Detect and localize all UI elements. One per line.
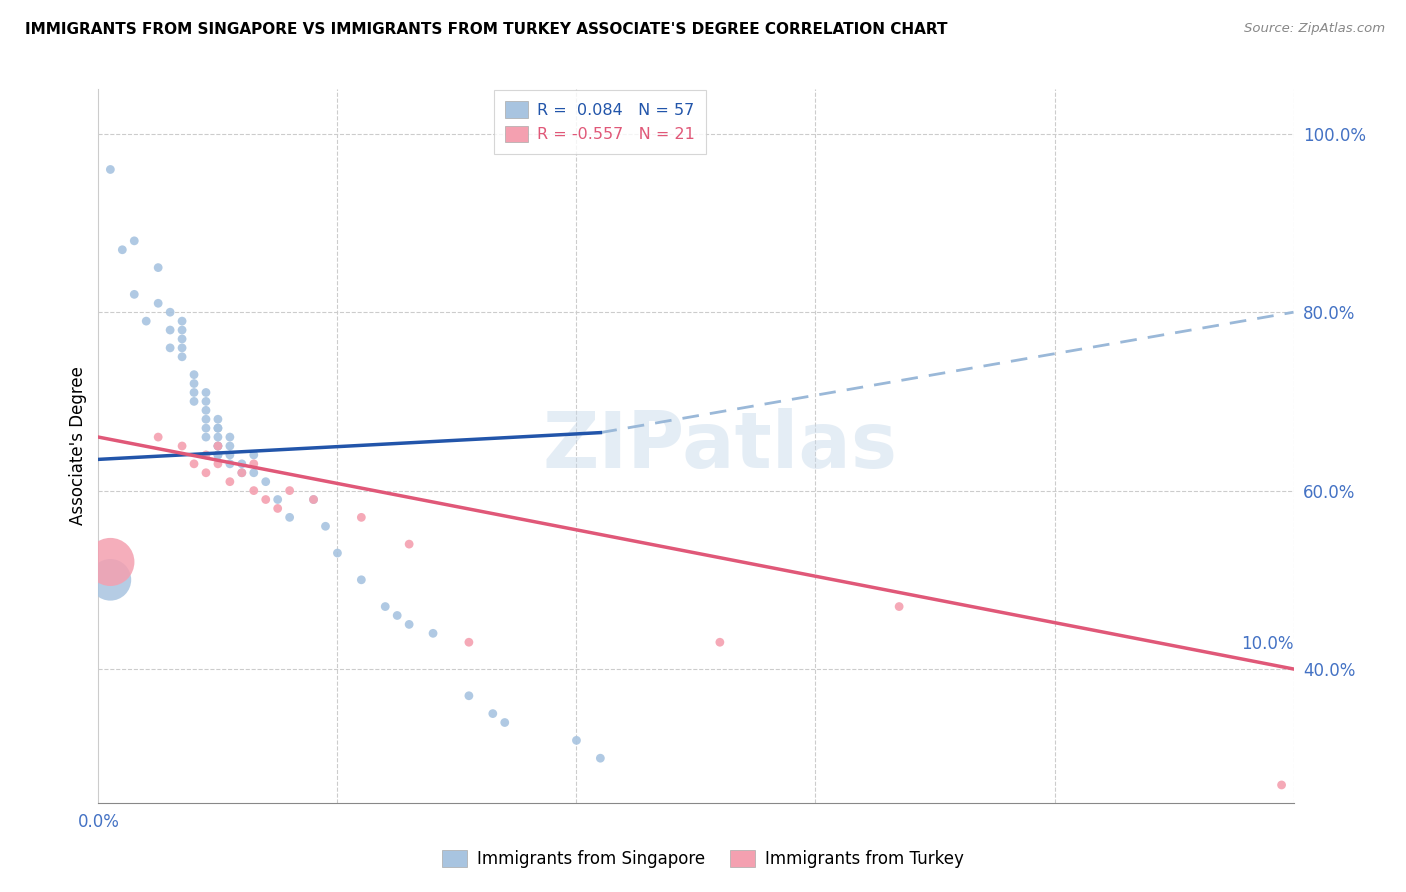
Point (207, 457, 229, 471)
Point (219, 475, 242, 489)
Text: IMMIGRANTS FROM SINGAPORE VS IMMIGRANTS FROM TURKEY ASSOCIATE'S DEGREE CORRELATI: IMMIGRANTS FROM SINGAPORE VS IMMIGRANTS … (25, 22, 948, 37)
Point (350, 510, 373, 524)
Point (254, 492, 277, 507)
Point (195, 412, 218, 426)
Point (172, 314, 194, 328)
Point (124, 234, 146, 248)
Point (207, 421, 229, 435)
Point (315, 519, 337, 533)
Point (207, 430, 229, 444)
Legend: R =  0.084   N = 57, R = -0.557   N = 21: R = 0.084 N = 57, R = -0.557 N = 21 (495, 90, 706, 153)
Point (267, 501, 290, 516)
Point (267, 492, 290, 507)
Point (207, 439, 229, 453)
Legend: Immigrants from Singapore, Immigrants from Turkey: Immigrants from Singapore, Immigrants fr… (436, 843, 970, 875)
Point (278, 483, 301, 498)
Point (148, 296, 170, 310)
Point (243, 457, 266, 471)
Point (302, 492, 325, 507)
Point (135, 314, 157, 328)
Point (195, 385, 218, 400)
Point (207, 439, 229, 453)
Point (195, 403, 218, 417)
Point (172, 323, 194, 337)
Point (350, 573, 373, 587)
Point (278, 510, 301, 524)
Point (172, 350, 194, 364)
Point (183, 368, 205, 382)
Point (243, 448, 266, 462)
Point (709, 635, 731, 649)
Point (231, 466, 253, 480)
Point (374, 599, 396, 614)
Point (195, 466, 218, 480)
Point (148, 260, 170, 275)
Point (183, 385, 205, 400)
Point (148, 430, 170, 444)
Point (219, 430, 242, 444)
Point (159, 323, 181, 337)
Point (207, 412, 229, 426)
Point (494, 715, 516, 730)
Point (98, 573, 122, 587)
Point (243, 483, 266, 498)
Text: Source: ZipAtlas.com: Source: ZipAtlas.com (1244, 22, 1385, 36)
Point (231, 457, 253, 471)
Point (172, 332, 194, 346)
Point (183, 394, 205, 409)
Point (183, 376, 205, 391)
Point (195, 394, 218, 409)
Point (195, 430, 218, 444)
Point (398, 617, 420, 632)
Point (482, 706, 505, 721)
Point (254, 475, 277, 489)
Point (207, 448, 229, 462)
Point (195, 421, 218, 435)
Point (1271, 778, 1294, 792)
Point (458, 689, 481, 703)
Point (398, 537, 420, 551)
Point (159, 341, 181, 355)
Point (458, 635, 481, 649)
Text: 10.0%: 10.0% (1241, 635, 1294, 653)
Point (124, 287, 146, 301)
Point (207, 448, 229, 462)
Point (589, 751, 612, 765)
Point (385, 608, 409, 623)
Point (565, 733, 588, 747)
Point (889, 599, 911, 614)
Point (422, 626, 444, 640)
Point (207, 421, 229, 435)
Point (243, 466, 266, 480)
Point (326, 546, 349, 560)
Point (98, 162, 122, 177)
Point (302, 492, 325, 507)
Point (111, 243, 134, 257)
Point (219, 439, 242, 453)
Point (195, 448, 218, 462)
Point (207, 439, 229, 453)
Point (172, 341, 194, 355)
Point (183, 457, 205, 471)
Y-axis label: Associate's Degree: Associate's Degree (69, 367, 87, 525)
Point (98, 555, 122, 569)
Point (231, 466, 253, 480)
Point (219, 457, 242, 471)
Text: ZIPatlas: ZIPatlas (543, 408, 897, 484)
Point (172, 439, 194, 453)
Point (159, 305, 181, 319)
Point (219, 448, 242, 462)
